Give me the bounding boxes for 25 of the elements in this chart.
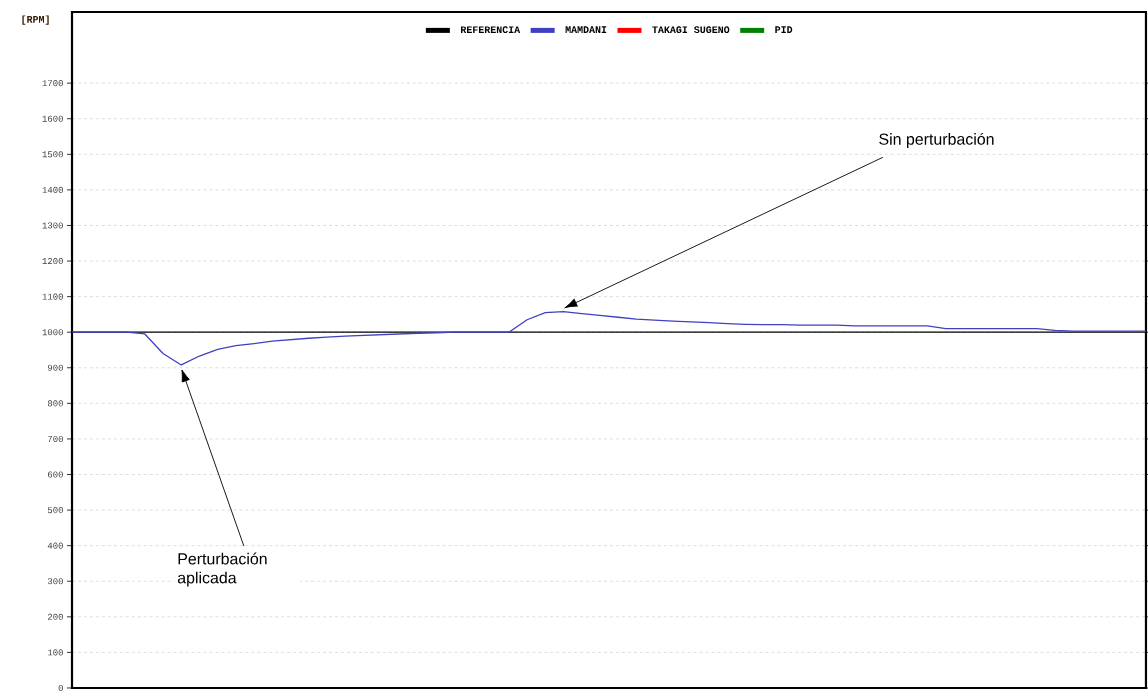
y-tick-label: 1000 [42, 329, 63, 336]
y-tick-label: 1300 [42, 222, 63, 229]
legend-label: REFERENCIA [461, 26, 521, 34]
legend-label: PID [775, 26, 793, 33]
y-tick-label: 1700 [42, 80, 63, 87]
y-tick-label: 1200 [42, 257, 63, 265]
y-tick-label: 700 [48, 435, 63, 442]
y-tick-label: 300 [47, 578, 63, 585]
legend-label: MAMDANI [565, 26, 607, 33]
legend-label: TAKAGI SUGENO [652, 26, 730, 34]
y-axis-title: [RPM] [22, 15, 49, 25]
y-tick-label: 1500 [42, 151, 63, 158]
y-tick-label: 1100 [42, 293, 63, 300]
annotation: Sin perturbación [879, 132, 994, 148]
y-tick-label: 600 [48, 471, 63, 478]
y-tick-label: 1600 [42, 115, 63, 122]
y-tick-label: 400 [47, 542, 63, 549]
y-tick-label: 500 [47, 507, 63, 514]
y-tick-label: 200 [47, 613, 63, 620]
annotation: Perturbación aplicada [177, 552, 267, 587]
y-tick-label: 1400 [42, 186, 63, 193]
y-tick-label: 100 [47, 649, 63, 656]
y-tick-label: 800 [47, 400, 63, 407]
y-tick-label: 900 [47, 364, 63, 371]
y-tick-label: 0 [58, 684, 63, 691]
